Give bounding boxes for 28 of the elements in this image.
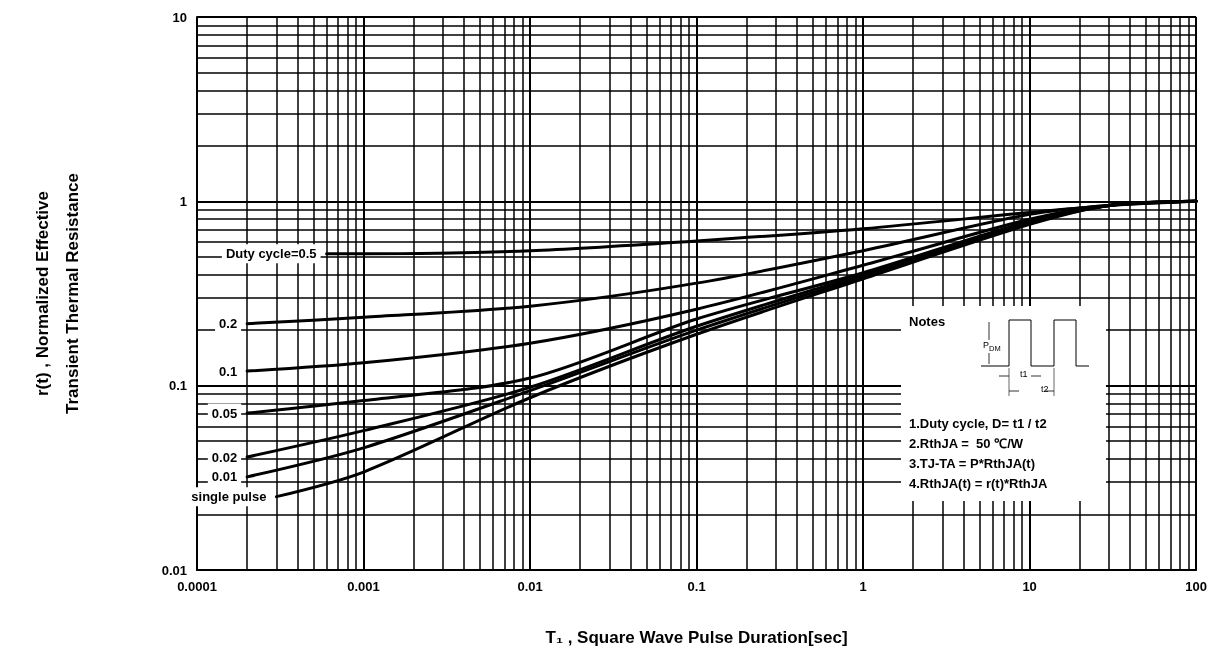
annotation: 3.TJ-TA = P*RthJA(t): [909, 455, 1037, 473]
x-tick-label: 100: [1185, 579, 1208, 594]
y-tick-label: 0.1: [168, 378, 187, 394]
x-tick-label: 1: [859, 579, 867, 594]
series-label: 0.2: [219, 316, 238, 332]
series-label: 0.02: [211, 449, 238, 465]
annotation: 1.Duty cycle, D= t1 / t2: [909, 415, 1048, 433]
x-tick-label: 10: [1022, 579, 1037, 594]
x-tick-label: 0.001: [347, 579, 380, 594]
annotation: 4.RthJA(t) = r(t)*RthJA: [909, 475, 1048, 493]
annotation: t2: [1041, 384, 1049, 394]
x-tick-label: 0.1: [687, 579, 706, 594]
y-axis-title: r(t) , Normalized Effective Transient Thermal Resistance: [32, 173, 82, 414]
series-label: Duty cycle=0.5: [225, 246, 317, 262]
series-label: 0.01: [211, 469, 238, 485]
y-tick-label: 0.01: [161, 562, 187, 578]
series-label: 0.1: [219, 363, 238, 379]
x-tick-label: 0.0001: [177, 579, 217, 594]
y-tick-label: 10: [172, 9, 187, 25]
series-label: single pulse: [191, 489, 267, 505]
annotation: Notes: [909, 314, 946, 329]
y-tick-label: 1: [179, 193, 187, 209]
x-axis-title: T₁ , Square Wave Pulse Duration[sec]: [545, 627, 848, 647]
annotation: P$_{DM}$: [983, 340, 1001, 353]
annotation: 2.RthJA = 50 ℃/W: [909, 435, 1025, 453]
x-tick-label: 0.01: [517, 579, 543, 594]
series-label: 0.05: [211, 405, 238, 421]
annotation: t1: [1020, 369, 1028, 379]
